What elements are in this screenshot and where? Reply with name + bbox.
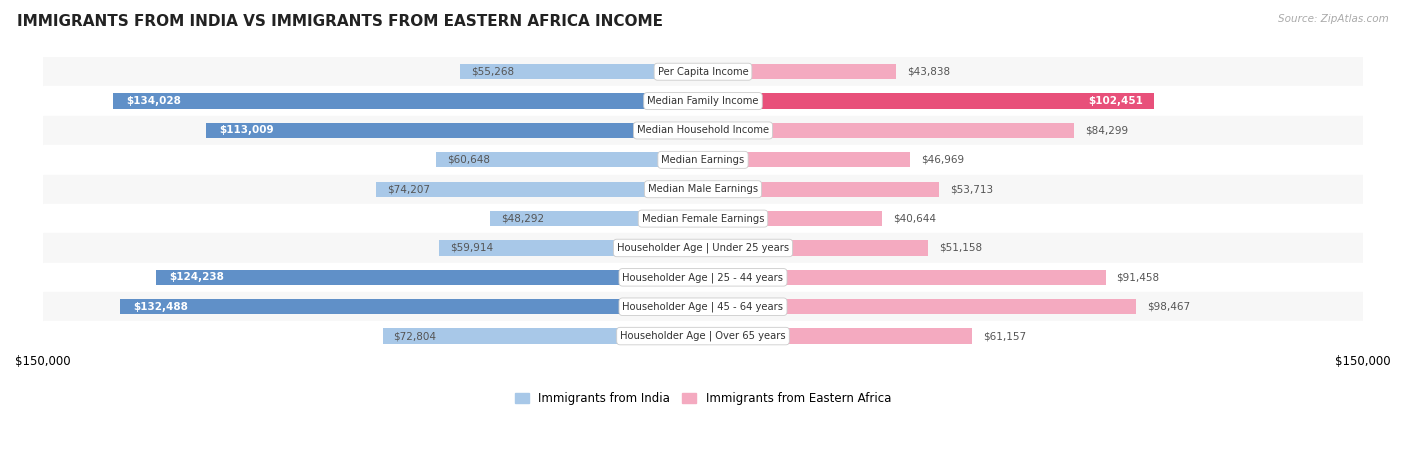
Text: $102,451: $102,451	[1088, 96, 1143, 106]
Bar	[703, 64, 896, 79]
Text: $134,028: $134,028	[127, 96, 181, 106]
Text: $132,488: $132,488	[134, 302, 188, 311]
Bar	[382, 328, 703, 344]
Text: $98,467: $98,467	[1147, 302, 1191, 311]
Text: $124,238: $124,238	[169, 272, 225, 283]
Bar	[703, 241, 928, 255]
Text: Householder Age | 45 - 64 years: Householder Age | 45 - 64 years	[623, 302, 783, 312]
Text: Householder Age | Over 65 years: Householder Age | Over 65 years	[620, 331, 786, 341]
Bar	[42, 234, 1364, 262]
Bar	[42, 116, 1364, 145]
Text: $72,804: $72,804	[394, 331, 437, 341]
Bar	[156, 270, 703, 285]
Text: $55,268: $55,268	[471, 67, 513, 77]
Bar	[42, 321, 1364, 351]
Bar	[491, 211, 703, 226]
Bar	[42, 86, 1364, 116]
Bar	[703, 328, 972, 344]
Text: $60,648: $60,648	[447, 155, 491, 165]
Bar	[205, 123, 703, 138]
Bar	[436, 152, 703, 168]
Text: Median Female Earnings: Median Female Earnings	[641, 213, 765, 224]
Bar	[42, 292, 1364, 321]
Text: $46,969: $46,969	[921, 155, 965, 165]
Bar	[42, 57, 1364, 86]
Text: Median Family Income: Median Family Income	[647, 96, 759, 106]
Text: $53,713: $53,713	[950, 184, 994, 194]
Bar	[377, 182, 703, 197]
Text: Per Capita Income: Per Capita Income	[658, 67, 748, 77]
Bar	[42, 262, 1364, 292]
Bar	[703, 123, 1074, 138]
Bar	[703, 299, 1136, 314]
Bar	[703, 211, 882, 226]
Bar	[703, 93, 1154, 109]
Text: $91,458: $91,458	[1116, 272, 1160, 283]
Text: $48,292: $48,292	[502, 213, 544, 224]
Bar	[439, 241, 703, 255]
Text: $74,207: $74,207	[388, 184, 430, 194]
Text: $113,009: $113,009	[219, 126, 273, 135]
Legend: Immigrants from India, Immigrants from Eastern Africa: Immigrants from India, Immigrants from E…	[510, 387, 896, 410]
Bar	[703, 152, 910, 168]
Text: Median Household Income: Median Household Income	[637, 126, 769, 135]
Bar	[112, 93, 703, 109]
Text: IMMIGRANTS FROM INDIA VS IMMIGRANTS FROM EASTERN AFRICA INCOME: IMMIGRANTS FROM INDIA VS IMMIGRANTS FROM…	[17, 14, 662, 29]
Text: Source: ZipAtlas.com: Source: ZipAtlas.com	[1278, 14, 1389, 24]
Text: $40,644: $40,644	[893, 213, 936, 224]
Text: $59,914: $59,914	[450, 243, 494, 253]
Text: $84,299: $84,299	[1085, 126, 1128, 135]
Text: Median Male Earnings: Median Male Earnings	[648, 184, 758, 194]
Text: Householder Age | 25 - 44 years: Householder Age | 25 - 44 years	[623, 272, 783, 283]
Bar	[42, 204, 1364, 234]
Bar	[703, 182, 939, 197]
Bar	[42, 145, 1364, 175]
Text: $43,838: $43,838	[907, 67, 950, 77]
Bar	[703, 270, 1105, 285]
Text: $51,158: $51,158	[939, 243, 983, 253]
Bar	[120, 299, 703, 314]
Text: Median Earnings: Median Earnings	[661, 155, 745, 165]
Bar	[460, 64, 703, 79]
Text: Householder Age | Under 25 years: Householder Age | Under 25 years	[617, 243, 789, 253]
Text: $61,157: $61,157	[983, 331, 1026, 341]
Bar	[42, 175, 1364, 204]
